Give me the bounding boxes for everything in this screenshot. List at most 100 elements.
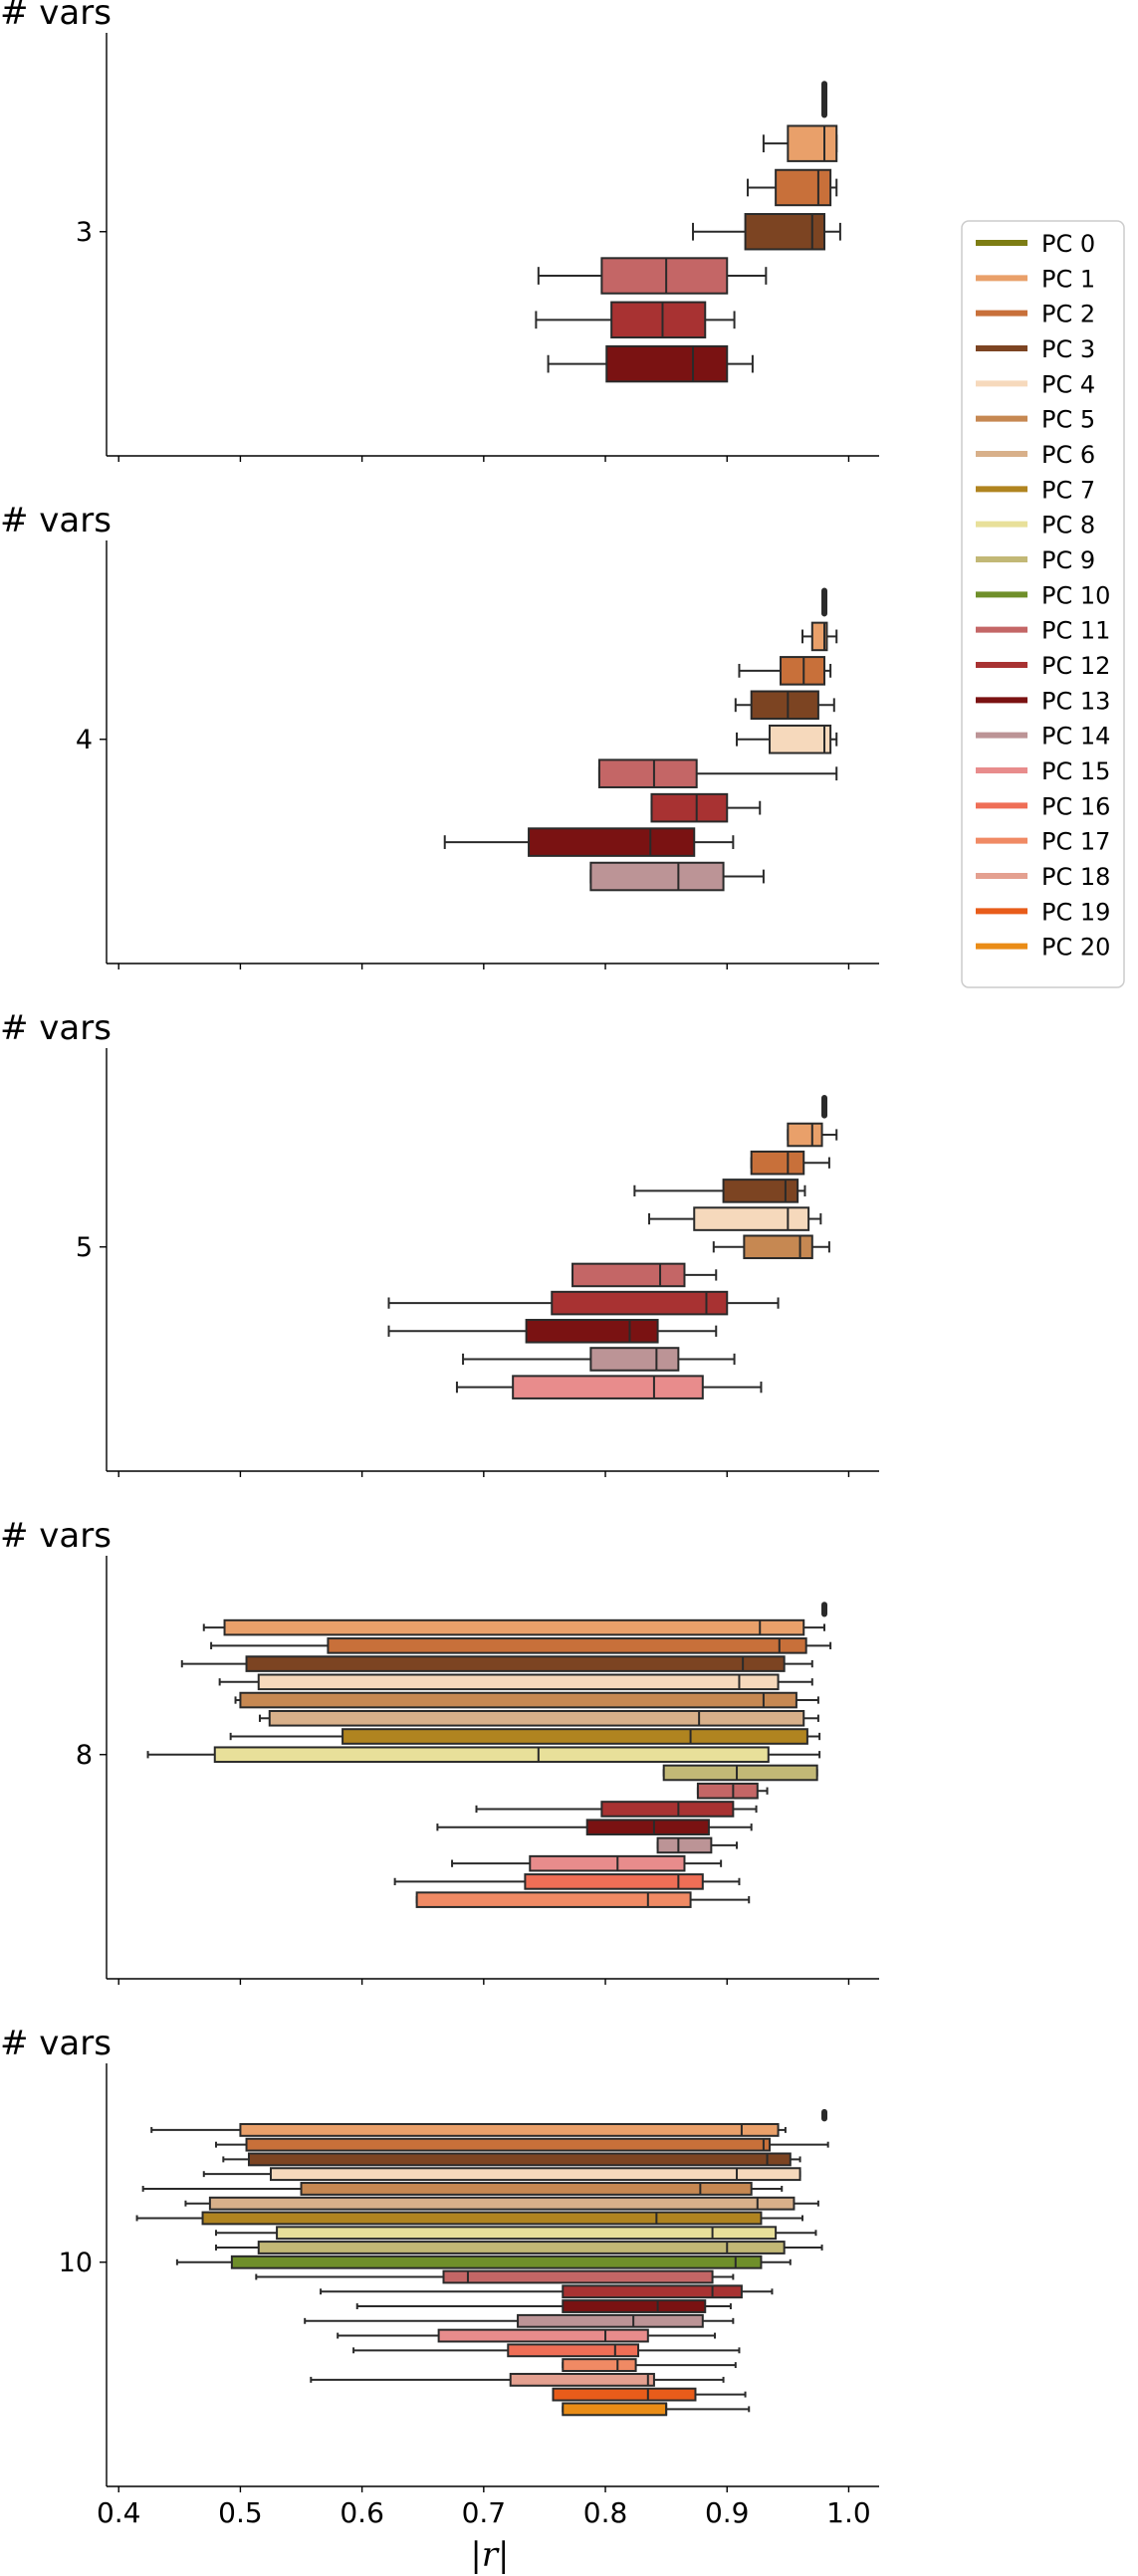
box-rect [528, 827, 696, 857]
box-pc-13 [436, 1819, 753, 1835]
legend-item: PC 0 [976, 230, 1095, 258]
box-rect [600, 1801, 735, 1818]
box-rect [247, 2152, 792, 2167]
box-rect [693, 1206, 810, 1231]
box-rect [750, 1150, 805, 1176]
box-rect [562, 2358, 637, 2372]
box-pc-1 [202, 1618, 826, 1636]
box-rect [744, 213, 826, 251]
box-rect [562, 2284, 743, 2299]
box-rect [509, 2372, 655, 2387]
legend-item: PC 1 [976, 265, 1095, 293]
legend-item: PC 19 [976, 898, 1110, 926]
box-rect [230, 2254, 763, 2269]
panel-title: # vars [0, 1516, 112, 1556]
legend-item: PC 7 [976, 476, 1095, 504]
legend-item: PC 4 [976, 370, 1095, 398]
box-rect [529, 1854, 686, 1872]
box-rect [605, 344, 729, 383]
box-pc-10 [175, 2254, 792, 2269]
box-rect [810, 621, 828, 652]
panel-10: # vars 10 [0, 2024, 879, 2492]
box-rect [268, 1709, 805, 1727]
box-rect [276, 2226, 778, 2241]
legend-item: PC 16 [976, 792, 1110, 820]
box-rect [415, 1891, 692, 1908]
outlier-mark [821, 587, 828, 617]
legend-label: PC 1 [1041, 265, 1095, 293]
box-pc-5 [141, 2182, 784, 2196]
x-tick-label: 0.9 [705, 2496, 750, 2529]
box-pc-19 [552, 2387, 747, 2402]
legend-label: PC 5 [1041, 406, 1095, 434]
x-tick-label: 0.8 [583, 2496, 628, 2529]
box-pc-12 [320, 2284, 774, 2299]
box-pc-16 [352, 2343, 741, 2358]
box-rect [512, 1375, 704, 1399]
legend-label: PC 8 [1041, 512, 1095, 539]
panels-layer: # vars 3 # vars 4 # vars 5 # vars 8 # vars 10 [0, 0, 879, 2492]
box-rect [610, 301, 707, 339]
box-pc-16 [393, 1873, 741, 1890]
box-pc-14 [589, 861, 765, 892]
box-rect [769, 724, 832, 754]
x-tick-label: 1.0 [826, 2496, 871, 2529]
box-rect [597, 758, 698, 788]
box-rect [696, 1782, 759, 1800]
legend-item: PC 15 [976, 757, 1110, 785]
box-pc-8 [214, 2226, 817, 2241]
box-rect [300, 2182, 753, 2196]
box-pc-6 [184, 2196, 819, 2211]
box-pc-3 [692, 213, 841, 251]
box-pc-15 [455, 1375, 763, 1399]
box-pc-11 [696, 1782, 769, 1800]
legend-item: PC 13 [976, 687, 1110, 715]
legend-item: PC 20 [976, 934, 1110, 962]
panel-8: # vars 8 [0, 1516, 879, 1985]
box-rect [787, 124, 838, 162]
box-pc-18 [310, 2372, 725, 2387]
legend-label: PC 12 [1041, 652, 1110, 680]
box-rect [517, 2313, 704, 2328]
box-rect [442, 2269, 714, 2284]
legend-label: PC 17 [1041, 828, 1110, 856]
legend-label: PC 19 [1041, 898, 1110, 926]
box-rect [787, 1122, 823, 1148]
legend-item: PC 5 [976, 406, 1095, 434]
box-pc-11 [537, 257, 768, 295]
outlier-mark [821, 81, 828, 118]
box-pc-8 [146, 1746, 821, 1764]
box-pc-15 [451, 1854, 723, 1872]
box-pc-17 [415, 1891, 751, 1908]
box-rect [201, 2211, 763, 2226]
box-pc-17 [562, 2358, 737, 2372]
box-rect [327, 1637, 807, 1654]
legend-item: PC 3 [976, 335, 1095, 363]
legend-label: PC 3 [1041, 335, 1095, 363]
box-rect [722, 1179, 799, 1203]
box-pc-2 [214, 2137, 829, 2152]
box-rect [662, 1764, 818, 1782]
box-pc-4 [736, 724, 838, 754]
box-rect [245, 2137, 772, 2152]
box-pc-2 [747, 168, 838, 207]
legend-label: PC 16 [1041, 792, 1110, 820]
box-pc-12 [535, 301, 736, 339]
panel-title: # vars [0, 1008, 112, 1048]
box-pc-14 [304, 2313, 735, 2328]
box-pc-13 [387, 1319, 718, 1344]
x-tick-label: 0.5 [218, 2496, 263, 2529]
box-rect [245, 1655, 786, 1672]
box-pc-2 [210, 1637, 832, 1654]
outlier-mark [821, 1602, 828, 1617]
box-pc-11 [597, 758, 838, 788]
box-rect [650, 792, 729, 823]
legend-item: PC 18 [976, 863, 1110, 891]
y-tick-label: 10 [59, 2248, 93, 2278]
box-pc-1 [801, 621, 838, 652]
y-tick-label: 4 [76, 725, 93, 755]
box-rect [589, 861, 725, 892]
legend-label: PC 13 [1041, 687, 1110, 715]
box-rect [437, 2328, 649, 2343]
